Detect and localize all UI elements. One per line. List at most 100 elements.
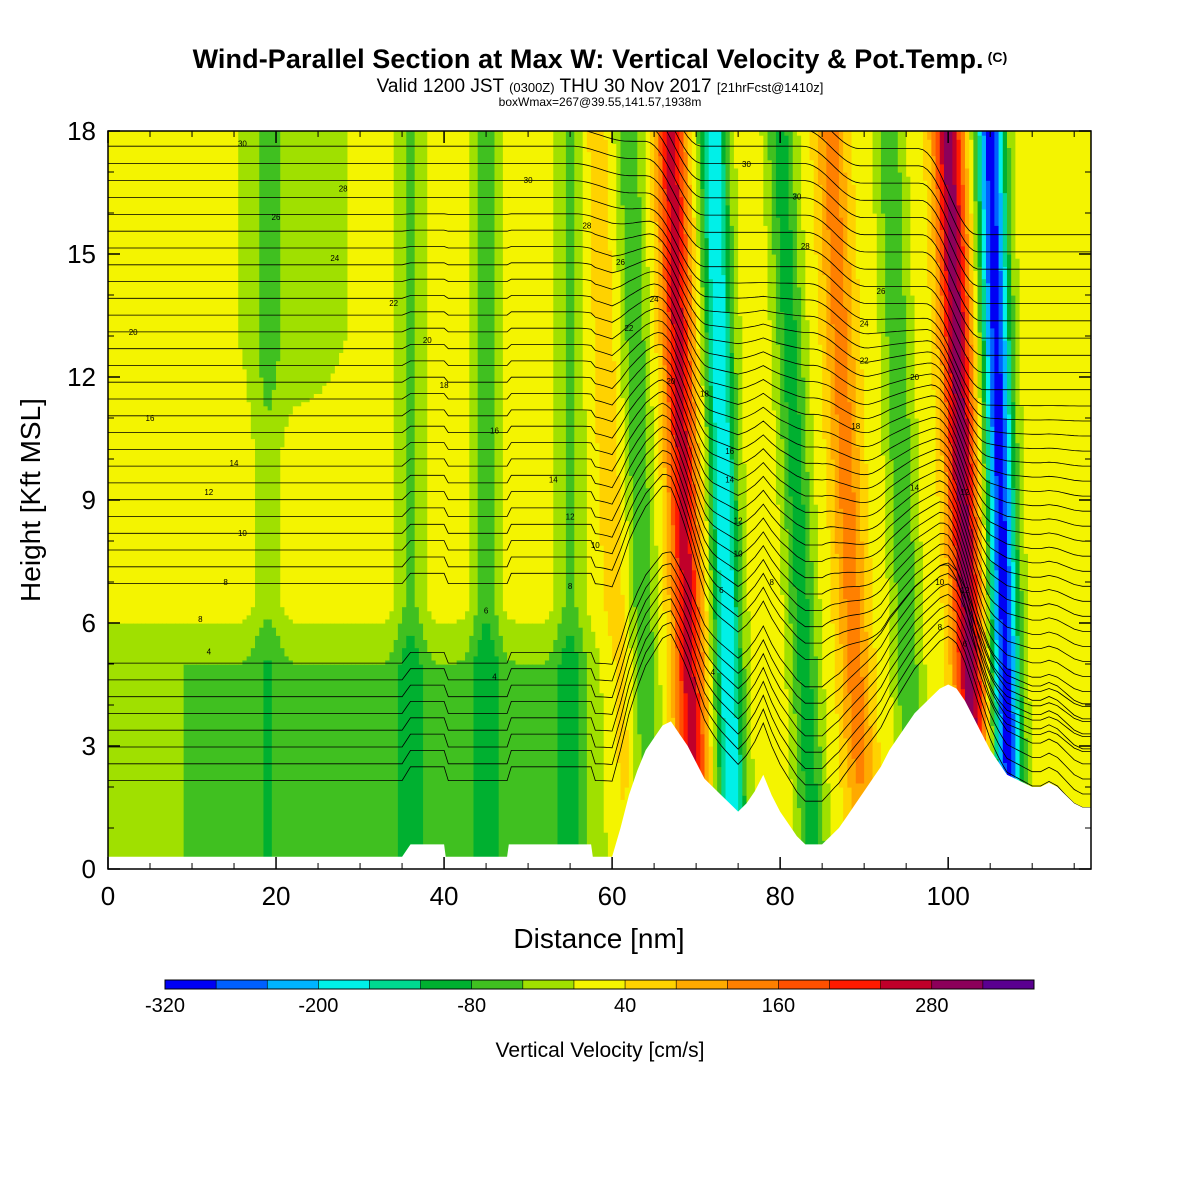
velocity-cell <box>431 618 437 661</box>
contour-label: 20 <box>423 336 432 345</box>
velocity-cell <box>271 627 277 869</box>
velocity-cell <box>901 295 907 829</box>
velocity-cell <box>612 143 617 362</box>
velocity-cell <box>830 459 836 624</box>
velocity-cell <box>460 618 466 661</box>
velocity-cell <box>691 217 697 312</box>
velocity-cell <box>658 241 664 345</box>
velocity-cell <box>696 143 701 247</box>
velocity-cell <box>624 131 630 341</box>
velocity-cell <box>691 311 697 403</box>
velocity-cell <box>124 623 130 869</box>
velocity-cell <box>242 131 248 370</box>
theta-contour <box>108 622 1091 795</box>
velocity-cell <box>834 131 840 415</box>
velocity-cell <box>612 360 617 661</box>
velocity-cell <box>687 360 693 448</box>
velocity-cell <box>927 131 932 140</box>
velocity-cell <box>175 623 181 869</box>
velocity-cell <box>389 610 395 653</box>
theta-contour <box>108 246 1091 452</box>
velocity-cell <box>288 618 294 661</box>
velocity-cell <box>406 131 412 636</box>
velocity-cell <box>817 746 823 869</box>
velocity-cell <box>990 672 995 727</box>
velocity-cell <box>792 131 798 194</box>
velocity-cell <box>414 606 420 649</box>
contour-label: 12 <box>961 488 970 497</box>
velocity-cell <box>809 159 815 415</box>
velocity-cell <box>460 659 466 869</box>
velocity-cell <box>998 192 1004 271</box>
velocity-cell <box>704 331 710 427</box>
velocity-cell <box>935 495 941 869</box>
velocity-cell <box>809 413 815 563</box>
velocity-cell <box>549 651 554 869</box>
velocity-cell <box>859 676 865 784</box>
velocity-cell <box>985 282 991 358</box>
velocity-cell <box>393 131 399 640</box>
x-tick-label: 100 <box>926 881 969 911</box>
velocity-cell <box>990 495 995 563</box>
velocity-cell <box>985 700 991 759</box>
velocity-cell <box>322 385 328 624</box>
velocity-cell <box>355 131 361 624</box>
velocity-cell <box>675 184 680 448</box>
velocity-cell <box>229 664 235 869</box>
velocity-cell <box>969 344 974 407</box>
velocity-cell <box>439 623 445 665</box>
velocity-cell <box>267 659 273 869</box>
velocity-cell <box>935 262 941 349</box>
velocity-cell <box>297 623 302 665</box>
velocity-cell <box>742 668 748 796</box>
velocity-cell <box>969 463 974 530</box>
velocity-cell <box>263 405 269 620</box>
theta-contour <box>108 145 1091 356</box>
velocity-cell <box>200 623 206 665</box>
velocity-cell <box>301 623 307 665</box>
velocity-cell <box>880 213 886 456</box>
velocity-cell <box>691 131 697 218</box>
velocity-cell <box>574 651 580 869</box>
velocity-cell <box>700 651 706 735</box>
velocity-cell <box>1011 295 1016 403</box>
velocity-cell <box>649 131 655 222</box>
colorbar-swatch <box>727 980 779 989</box>
colorbar-frame <box>164 979 1035 990</box>
velocity-cell <box>771 254 777 411</box>
velocity-cell <box>313 393 319 624</box>
velocity-cell <box>985 479 991 542</box>
contour-label: 20 <box>910 373 919 382</box>
velocity-cell <box>511 618 517 661</box>
velocity-cell <box>196 131 202 624</box>
velocity-cell <box>658 155 664 243</box>
velocity-cell <box>977 131 983 136</box>
velocity-cell <box>985 418 991 481</box>
velocity-cell <box>561 606 567 649</box>
velocity-cell <box>339 352 344 624</box>
velocity-cell <box>616 270 622 476</box>
velocity-cell <box>666 491 672 595</box>
theta-contour <box>108 598 1091 765</box>
velocity-cell <box>1070 131 1075 869</box>
velocity-cell <box>586 151 592 616</box>
velocity-cell <box>561 131 567 608</box>
velocity-cell <box>565 131 571 636</box>
velocity-cell <box>301 131 307 403</box>
velocity-cell <box>183 664 189 869</box>
velocity-cell <box>515 623 521 665</box>
velocity-cell <box>826 782 832 869</box>
velocity-cell <box>784 688 790 869</box>
colorbar-swatch <box>522 980 575 989</box>
velocity-cell <box>456 659 462 869</box>
velocity-cell <box>994 639 1000 702</box>
velocity-cell <box>838 217 844 509</box>
velocity-cell <box>448 664 454 869</box>
velocity-cell <box>292 405 298 624</box>
velocity-cell <box>805 598 811 866</box>
velocity-cell <box>624 520 630 731</box>
theta-contour <box>108 574 1091 735</box>
velocity-cell <box>481 131 487 624</box>
theta-contour <box>108 379 1091 617</box>
contour-label: 18 <box>440 381 449 390</box>
